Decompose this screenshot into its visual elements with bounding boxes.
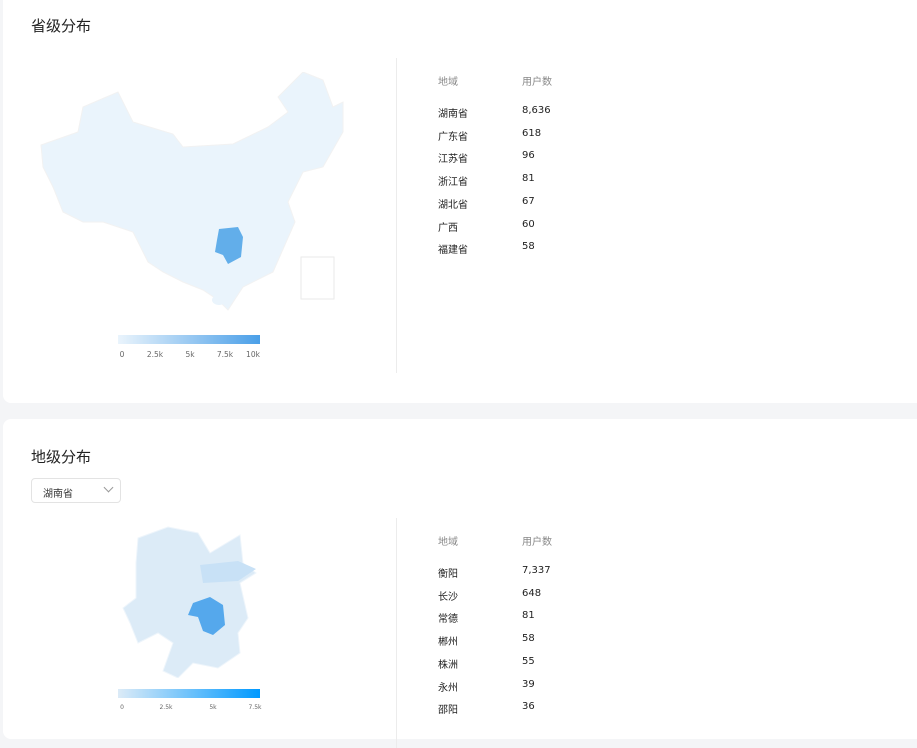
- users-cell: 8,636: [522, 105, 551, 116]
- china-region: [40, 72, 344, 311]
- users-cell: 55: [522, 655, 535, 667]
- users-cell: 81: [522, 610, 535, 622]
- legend-tick: 0: [120, 704, 124, 711]
- region-cell: 衡阳: [438, 569, 458, 580]
- users-cell: 58: [522, 633, 535, 645]
- china-map[interactable]: [33, 72, 353, 317]
- region-cell: 浙江省: [438, 177, 468, 189]
- divider: [396, 518, 397, 748]
- color-legend-bar[interactable]: [118, 335, 260, 344]
- users-cell: 39: [522, 678, 535, 690]
- chevron-down-icon: [103, 482, 114, 493]
- legend-tick: 7.5k: [216, 350, 234, 359]
- legend-tick: 10k: [246, 350, 260, 359]
- hunan-region: [215, 227, 243, 264]
- users-cell: 36: [522, 701, 535, 713]
- users-cell: 58: [522, 241, 535, 253]
- select-value: 湖南省: [43, 489, 73, 500]
- legend-tick: 5k: [185, 350, 195, 359]
- south-china-sea-inset: [300, 256, 335, 300]
- column-header-users: 用户数: [522, 537, 552, 548]
- region-cell: 广西: [438, 222, 458, 234]
- region-cell: 江苏省: [438, 154, 468, 166]
- province-select[interactable]: 湖南省: [31, 478, 121, 503]
- province-distribution-card: 省级分布 0 2.5k 5k 7.5k 10k 地域 用户数 湖南省 8,636 广…: [3, 0, 917, 403]
- hengyang-region: [188, 597, 225, 635]
- region-cell: 福建省: [438, 245, 468, 257]
- legend-tick: 2.5k: [146, 350, 164, 359]
- region-cell: 郴州: [438, 637, 458, 649]
- legend-tick: 7.5k: [248, 704, 262, 711]
- region-cell: 湖北省: [438, 199, 468, 211]
- section-title: 地级分布: [31, 448, 92, 466]
- color-legend-bar[interactable]: [118, 689, 260, 698]
- changsha-region: [200, 561, 256, 583]
- divider: [396, 58, 397, 373]
- legend-tick: 2.5k: [159, 704, 173, 711]
- section-title: 省级分布: [31, 17, 92, 35]
- legend-tick: 5k: [209, 704, 217, 711]
- users-cell: 60: [522, 218, 535, 230]
- hunan-city-regions: [122, 526, 257, 678]
- city-distribution-card: 地级分布 湖南省 0 2.5k 5k 7.5k 地域 用户数 衡阳 7,337 长沙…: [3, 419, 917, 748]
- region-cell: 永州: [438, 682, 458, 694]
- column-header-users: 用户数: [522, 77, 552, 88]
- users-cell: 648: [522, 587, 542, 599]
- region-cell: 常德: [438, 614, 458, 626]
- hunan-map[interactable]: [118, 523, 263, 678]
- legend-tick: 0: [119, 350, 125, 359]
- users-cell: 618: [522, 127, 542, 139]
- region-cell: 株洲: [438, 659, 458, 671]
- region-cell: 邵阳: [438, 705, 458, 717]
- users-cell: 81: [522, 173, 535, 185]
- column-header-region: 地域: [438, 537, 458, 548]
- column-header-region: 地域: [438, 77, 458, 88]
- users-cell: 96: [522, 150, 535, 162]
- users-cell: 7,337: [522, 565, 551, 576]
- hainan-region: [212, 295, 226, 305]
- region-cell: 广东省: [438, 131, 468, 143]
- region-cell: 长沙: [438, 591, 458, 603]
- region-cell: 湖南省: [438, 109, 468, 120]
- users-cell: 67: [522, 195, 535, 207]
